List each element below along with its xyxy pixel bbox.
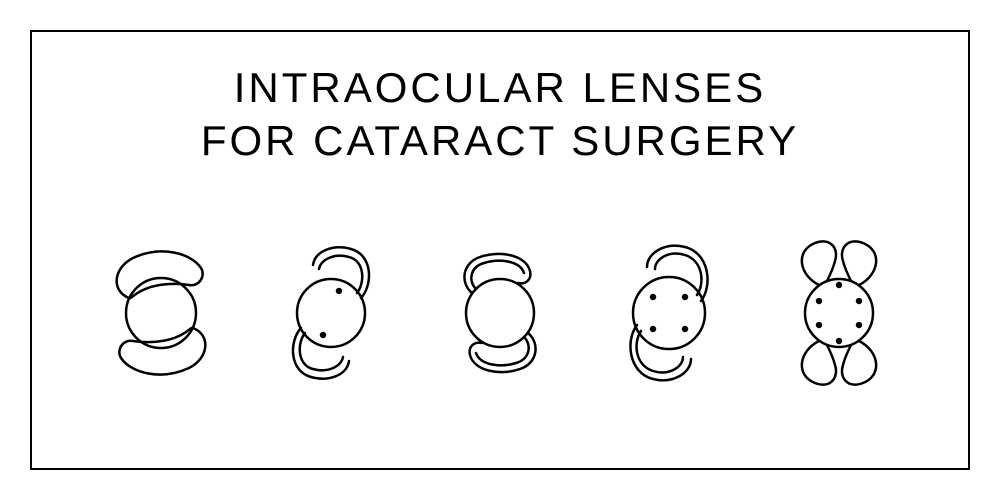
lens-s-loop <box>430 213 570 413</box>
lens-c-loop-open <box>261 213 401 413</box>
lens-quad-loop-icon <box>769 213 909 413</box>
title-line-1: INTRAOCULAR LENSES <box>201 62 799 115</box>
lens-plate-haptic-icon <box>91 213 231 413</box>
title-line-2: FOR CATARACT SURGERY <box>201 115 799 168</box>
lens-plate-haptic <box>91 213 231 413</box>
infographic-title: INTRAOCULAR LENSES FOR CATARACT SURGERY <box>201 62 799 167</box>
infographic-frame: INTRAOCULAR LENSES FOR CATARACT SURGERY <box>30 30 970 470</box>
lens-c-loop-j-icon <box>599 213 739 413</box>
lens-quad-loop <box>769 213 909 413</box>
lens-c-loop-j <box>599 213 739 413</box>
lens-s-loop-icon <box>430 213 570 413</box>
lens-row <box>32 167 968 468</box>
lens-c-loop-open-icon <box>261 213 401 413</box>
